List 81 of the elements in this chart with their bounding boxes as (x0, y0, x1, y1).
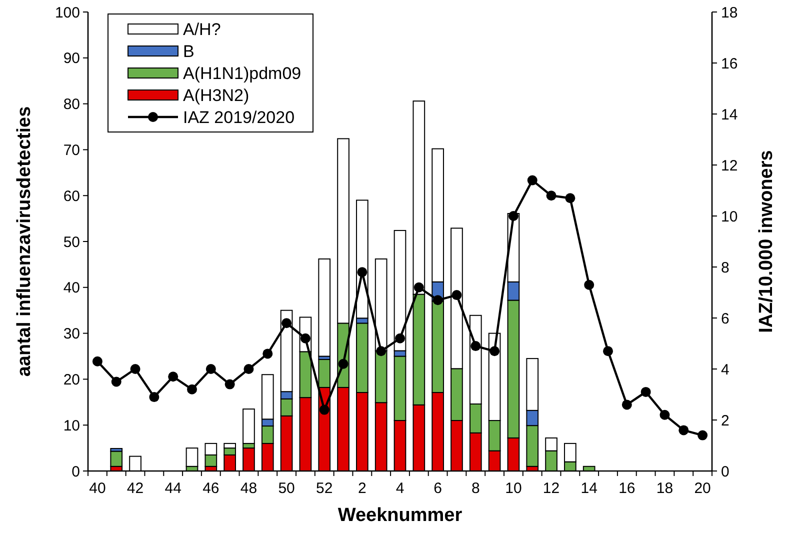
point (640, 386, 651, 397)
y-tick-label: 90 (63, 50, 80, 68)
y2-tick-label: 0 (721, 463, 730, 480)
point (244, 364, 254, 374)
x-tick-label: 52 (316, 480, 333, 497)
point (490, 346, 500, 356)
point (603, 346, 613, 356)
legend-label: IAZ 2019/2020 (183, 108, 295, 127)
y-tick-label: 10 (63, 417, 80, 434)
y2-tick-label: 4 (721, 361, 730, 378)
y-axis-title: aantal influenzavirusdetecties (14, 106, 35, 377)
y-tick-label: 60 (63, 188, 80, 205)
y2-tick-label: 10 (721, 208, 738, 226)
point (357, 267, 368, 278)
y2-tick-label: 12 (721, 157, 738, 174)
point (698, 430, 708, 440)
x-tick-label: 50 (278, 480, 295, 497)
point (470, 341, 481, 352)
point (395, 333, 405, 344)
x-tick-label: 46 (202, 480, 220, 497)
y2-tick-label: 14 (721, 106, 738, 124)
point (678, 425, 689, 436)
x-tick-label: 10 (505, 480, 522, 497)
point (527, 175, 538, 186)
point (546, 190, 556, 201)
point (168, 372, 178, 382)
point (338, 358, 348, 369)
y2-tick-label: 6 (721, 310, 730, 328)
x-tick-label: 2 (358, 480, 366, 497)
point (206, 364, 216, 374)
y-tick-label: 70 (63, 142, 80, 159)
point (414, 282, 424, 292)
point (319, 404, 330, 415)
x-tick-label: 8 (471, 480, 480, 497)
point (130, 364, 140, 374)
x-tick-label: 18 (656, 480, 674, 497)
point (432, 295, 443, 306)
legend-label: A/H? (183, 20, 221, 39)
point (111, 376, 122, 387)
x-tick-label: 4 (396, 480, 404, 497)
y-tick-label: 30 (63, 326, 80, 343)
x-axis-title: Weeknummer (338, 505, 463, 526)
point (452, 290, 462, 300)
y-tick-label: 50 (63, 234, 80, 251)
point (622, 400, 632, 410)
point (187, 384, 197, 394)
x-tick-label: 12 (542, 480, 560, 497)
point (262, 348, 273, 359)
point (660, 410, 670, 420)
x-tick-label: 48 (240, 480, 258, 497)
bar (186, 448, 198, 467)
point (92, 356, 102, 366)
y2-axis-title: IAZ/10.000 inwoners (756, 150, 777, 333)
x-tick-label: 42 (126, 480, 144, 497)
x-tick-label: 6 (434, 480, 442, 497)
point (508, 211, 518, 221)
y-tick-label: 40 (63, 280, 80, 297)
legend-label: A(H3N2) (183, 86, 250, 105)
point (376, 346, 386, 356)
y2-tick-label: 8 (721, 259, 730, 276)
y-tick-label: 80 (63, 96, 80, 114)
point (149, 392, 160, 402)
x-tick-label: 14 (580, 480, 598, 497)
y2-tick-label: 2 (721, 412, 730, 430)
point (224, 379, 235, 390)
point (565, 193, 576, 204)
x-tick-label: 44 (164, 480, 182, 497)
y-tick-label: 0 (72, 463, 80, 480)
legend-label: A(H1N1)pdm09 (183, 64, 302, 83)
point (584, 280, 594, 290)
x-tick-label: 40 (89, 480, 106, 497)
y-tick-label: 100 (54, 4, 80, 22)
bar (318, 258, 331, 357)
y2-tick-label: 18 (721, 4, 738, 22)
x-tick-label: 20 (694, 480, 711, 497)
x-tick-label: 16 (618, 480, 636, 497)
bar (110, 450, 123, 467)
point (282, 318, 292, 328)
y2-tick-label: 16 (721, 55, 738, 72)
y-tick-label: 20 (63, 371, 80, 388)
legend-label: B (183, 42, 194, 61)
